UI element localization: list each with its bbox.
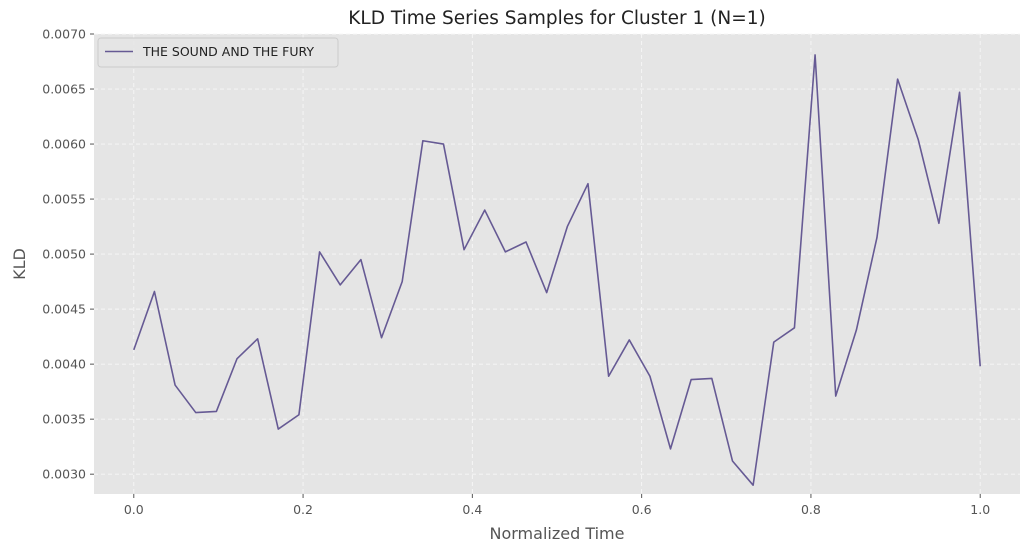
y-tick-label: 0.0050: [42, 247, 86, 262]
y-tick-label: 0.0030: [42, 467, 86, 482]
series-lines: [133, 54, 982, 487]
y-tick-label: 0.0040: [42, 357, 86, 372]
plot-area: [94, 34, 1020, 494]
x-axis-ticks: 0.0 0.2 0.4 0.6 0.8 1.0: [124, 494, 990, 517]
y-tick-label: 0.0065: [42, 82, 86, 97]
x-tick-label: 0.2: [293, 502, 313, 517]
legend-label: THE SOUND AND THE FURY: [142, 44, 314, 59]
x-tick-label: 0.0: [124, 502, 144, 517]
gridlines: [94, 33, 1020, 494]
y-tick-label: 0.0055: [42, 192, 86, 207]
legend: THE SOUND AND THE FURY: [97, 37, 339, 68]
x-tick-label: 0.4: [462, 502, 482, 517]
chart-title: KLD Time Series Samples for Cluster 1 (N…: [348, 8, 765, 29]
x-tick-label: 0.6: [632, 502, 652, 517]
y-tick-label: 0.0060: [42, 137, 86, 152]
y-axis-ticks: 0.0030 0.0035 0.0040 0.0045 0.0050 0.0055 0.00…: [42, 27, 94, 482]
x-tick-label: 0.8: [801, 502, 821, 517]
y-tick-label: 0.0035: [42, 412, 86, 427]
y-tick-label: 0.0045: [42, 302, 86, 317]
legend-box: [97, 37, 339, 68]
x-tick-label: 1.0: [970, 502, 990, 517]
y-tick-label: 0.0070: [42, 27, 86, 42]
x-axis-title: Normalized Time: [490, 524, 625, 543]
y-axis-title: KLD: [10, 248, 29, 280]
series-line: [133, 54, 982, 487]
